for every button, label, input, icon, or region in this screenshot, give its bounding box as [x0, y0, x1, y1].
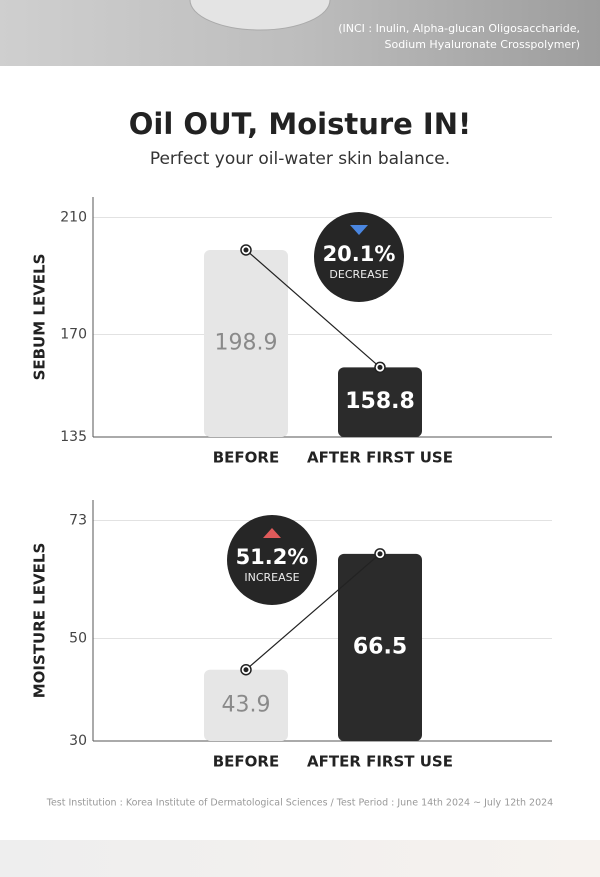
point-marker-dot	[243, 247, 249, 253]
bar	[338, 553, 422, 741]
bar-value-label: 66.5	[353, 634, 407, 659]
title: Oil OUT, Moisture IN!	[129, 107, 471, 141]
y-tick-label: 73	[69, 513, 87, 529]
trend-line	[245, 553, 381, 671]
badge-value: 51.2%	[236, 545, 309, 569]
badge-value: 20.1%	[323, 242, 396, 266]
footer-note: Test Institution : Korea Institute of De…	[46, 798, 553, 809]
x-tick-label: AFTER FIRST USE	[307, 753, 453, 771]
subtitle: Perfect your oil-water skin balance.	[150, 149, 450, 169]
y-tick-label: 30	[69, 733, 87, 749]
point-marker-dot	[243, 667, 249, 673]
bar	[204, 669, 288, 741]
y-tick-label: 170	[60, 327, 87, 343]
bar	[204, 249, 288, 437]
point-marker-dot	[377, 364, 383, 370]
y-axis-label: SEBUM LEVELS	[31, 254, 49, 381]
y-tick-label: 135	[60, 429, 87, 445]
bar-value-label: 158.8	[345, 389, 415, 414]
badge-arrow	[263, 528, 281, 538]
badge-label: DECREASE	[329, 268, 388, 281]
badge-arrow	[350, 225, 368, 235]
bar-value-label: 43.9	[222, 692, 271, 717]
badge-label: INCREASE	[244, 571, 299, 584]
badge	[227, 515, 317, 605]
product-shape	[189, 0, 331, 31]
y-tick-label: 210	[60, 209, 87, 225]
trend-line	[245, 249, 381, 368]
y-axis-label: MOISTURE LEVELS	[31, 543, 49, 699]
y-tick-label: 50	[69, 630, 87, 646]
inci-line: Sodium Hyaluronate Crosspolymer)	[384, 38, 580, 51]
badge	[314, 212, 404, 302]
bar-value-label: 198.9	[215, 330, 278, 355]
x-tick-label: BEFORE	[213, 449, 279, 467]
inci-line: (INCI : Inulin, Alpha-glucan Oligosaccha…	[338, 22, 580, 35]
bar	[338, 367, 422, 437]
x-tick-label: BEFORE	[213, 753, 279, 771]
point-marker-dot	[377, 551, 383, 557]
x-tick-label: AFTER FIRST USE	[307, 449, 453, 467]
bottom-band	[0, 840, 600, 877]
